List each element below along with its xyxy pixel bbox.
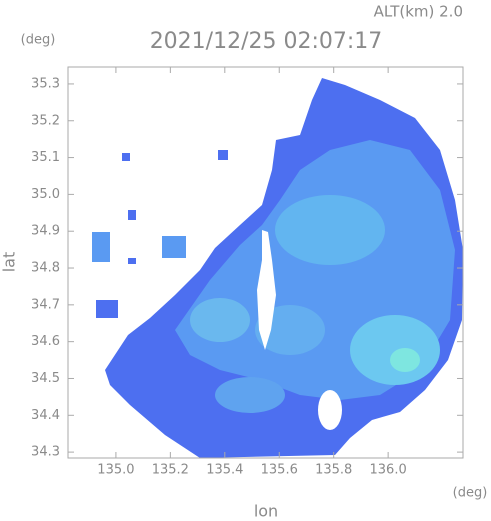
- x-tick-label: 135.2: [152, 463, 189, 478]
- x-unit: (deg): [453, 486, 488, 501]
- y-unit: (deg): [21, 33, 56, 48]
- x-tick-label: 135.4: [206, 463, 243, 478]
- x-tick-label: 135.6: [261, 463, 298, 478]
- y-tick-label: 34.6: [31, 334, 60, 349]
- y-tick-label: 34.9: [31, 224, 60, 239]
- y-tick-label: 35.0: [31, 187, 60, 202]
- y-tick-label: 34.4: [31, 408, 60, 423]
- plot-frame: [67, 66, 464, 459]
- x-tick-label: 136.0: [370, 463, 407, 478]
- x-axis-label: lon: [254, 502, 278, 521]
- y-tick-label: 34.8: [31, 261, 60, 276]
- y-tick-label: 35.2: [31, 113, 60, 128]
- y-tick-label: 35.1: [31, 150, 60, 165]
- y-axis-label: lat: [0, 252, 19, 273]
- y-tick-label: 34.5: [31, 371, 60, 386]
- radar-echo: [92, 78, 463, 458]
- y-tick-label: 34.7: [31, 297, 60, 312]
- chart-title: 2021/12/25 02:07:17: [150, 29, 383, 54]
- altitude: ALT(km) 2.0: [374, 3, 463, 21]
- y-tick-label: 35.3: [31, 76, 60, 91]
- x-tick-label: 135.0: [97, 463, 134, 478]
- x-tick-label: 135.8: [315, 463, 352, 478]
- y-tick-label: 34.3: [31, 445, 60, 460]
